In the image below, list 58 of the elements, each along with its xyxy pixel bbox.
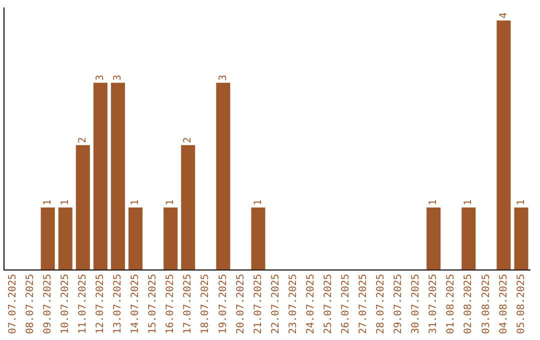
x-tick-label: 10.07.2025 <box>60 274 71 334</box>
x-tick-label: 28.07.2025 <box>376 274 387 334</box>
x-tick-label: 20.07.2025 <box>235 274 246 334</box>
data-label: 3 <box>95 74 106 81</box>
bar <box>514 207 528 270</box>
bar <box>181 145 196 270</box>
data-label: 3 <box>112 74 124 81</box>
x-tick-label: 25.07.2025 <box>322 274 334 334</box>
x-tick-label: 09.07.2025 <box>42 274 54 334</box>
x-tick-label: 19.07.2025 <box>218 274 229 334</box>
x-tick-label: 02.08.2025 <box>463 274 474 334</box>
x-tick-label: 12.07.2025 <box>95 274 106 334</box>
data-label: 1 <box>463 199 474 206</box>
x-tick-label: 14.07.2025 <box>130 274 142 334</box>
data-label: 1 <box>165 199 176 206</box>
data-label: 2 <box>182 137 194 144</box>
data-label: 1 <box>516 199 527 206</box>
data-label: 1 <box>428 199 440 206</box>
bar <box>40 207 55 270</box>
x-tick-label: 07.07.2025 <box>7 274 18 334</box>
bar <box>164 207 178 270</box>
x-tick-label: 24.07.2025 <box>305 274 316 334</box>
bar <box>462 207 476 270</box>
x-tick-label: 18.07.2025 <box>200 274 212 334</box>
x-tick-label: 08.07.2025 <box>24 274 36 334</box>
x-tick-label: 13.07.2025 <box>112 274 124 334</box>
bar <box>496 20 511 270</box>
x-tick-label: 17.07.2025 <box>182 274 194 334</box>
data-label: 3 <box>218 74 229 81</box>
data-label: 1 <box>252 199 264 206</box>
x-tick-label: 01.08.2025 <box>446 274 457 334</box>
x-tick-label: 04.08.2025 <box>498 274 510 334</box>
bar <box>216 82 230 270</box>
bar <box>251 207 266 270</box>
x-tick-label: 27.07.2025 <box>358 274 370 334</box>
x-tick-label: 16.07.2025 <box>165 274 176 334</box>
x-tick-label: 21.07.2025 <box>252 274 264 334</box>
bar <box>426 207 441 270</box>
data-label: 2 <box>77 137 88 144</box>
data-label: 1 <box>130 199 142 206</box>
bar <box>110 82 125 270</box>
x-tick-label: 15.07.2025 <box>148 274 159 334</box>
bar <box>128 207 143 270</box>
x-tick-label: 30.07.2025 <box>410 274 422 334</box>
data-label: 4 <box>498 12 510 18</box>
data-label: 1 <box>60 199 71 206</box>
bar <box>58 207 72 270</box>
x-tick-label: 29.07.2025 <box>393 274 404 334</box>
bar <box>76 145 90 270</box>
x-tick-label: 11.07.2025 <box>77 274 88 334</box>
x-tick-label: 23.07.2025 <box>288 274 299 334</box>
bar <box>93 82 108 270</box>
x-tick-label: 22.07.2025 <box>270 274 282 334</box>
x-tick-label: 05.08.2025 <box>516 274 527 334</box>
x-tick-label: 26.07.2025 <box>340 274 352 334</box>
x-tick-label: 03.08.2025 <box>480 274 492 334</box>
data-label: 1 <box>42 199 54 206</box>
x-tick-label: 31.07.2025 <box>428 274 440 334</box>
